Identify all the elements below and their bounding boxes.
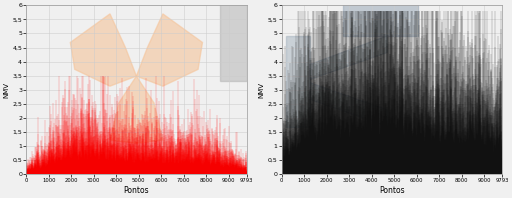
Polygon shape: [286, 36, 310, 127]
X-axis label: Pontos: Pontos: [123, 186, 149, 194]
Polygon shape: [110, 76, 163, 143]
Y-axis label: NMV: NMV: [4, 82, 10, 98]
Polygon shape: [220, 2, 247, 81]
Polygon shape: [310, 83, 387, 127]
Polygon shape: [70, 14, 136, 86]
Polygon shape: [310, 36, 387, 79]
X-axis label: Pontos: Pontos: [379, 186, 404, 194]
Polygon shape: [343, 2, 418, 36]
Y-axis label: NMV: NMV: [259, 82, 265, 98]
Polygon shape: [136, 14, 202, 86]
